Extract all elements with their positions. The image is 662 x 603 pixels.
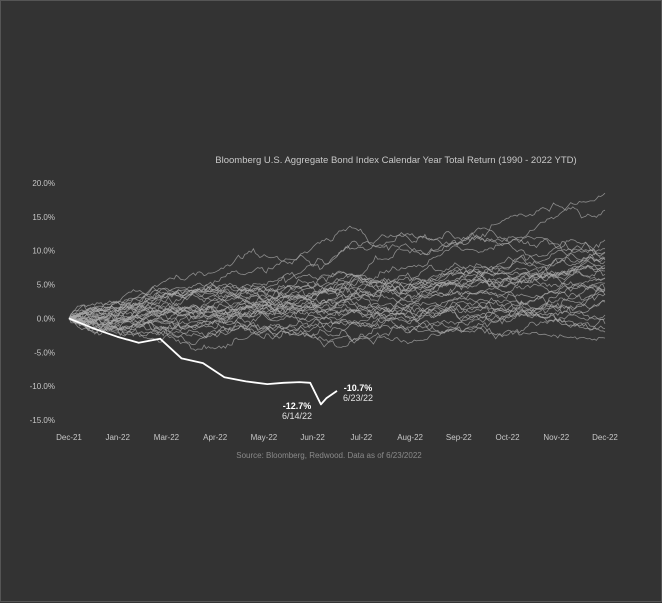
x-tick-label: Dec-21 [56,433,82,442]
x-tick-label: Nov-22 [543,433,569,442]
current-year-line [68,317,338,406]
y-tick-label: -10.0% [30,382,55,391]
y-tick-label: 10.0% [32,247,55,256]
x-tick-label: May-22 [251,433,278,442]
historical-year-line [68,290,606,336]
y-tick-label: -15.0% [30,416,55,425]
historical-year-line [68,256,606,334]
historical-year-line [68,245,606,321]
x-tick-label: Mar-22 [154,433,180,442]
source-note: Source: Bloomberg, Redwood. Data as of 6… [236,451,422,460]
annotation-low-value: -12.7% [283,401,312,411]
historical-year-line [68,298,606,337]
historical-year-line [68,299,606,330]
historical-year-line [68,310,606,343]
annotation-latest-date: 6/23/22 [343,393,373,403]
annotation-latest-value: -10.7% [344,383,373,393]
historical-year-line [68,285,606,325]
current-year-series [68,317,338,406]
x-tick-label: Jan-22 [105,433,130,442]
historical-year-line [68,309,606,339]
x-axis: Dec-21 Jan-22 Mar-22 Apr-22 May-22 Jun-22 Jul-… [56,433,618,442]
historical-year-line [68,227,606,319]
y-tick-label: 5.0% [37,281,55,290]
y-tick-label: -5.0% [34,348,55,357]
historical-year-line [68,260,606,319]
x-tick-label: Oct-22 [496,433,521,442]
x-tick-label: Apr-22 [203,433,228,442]
historical-year-line [68,284,606,333]
chart-title: Bloomberg U.S. Aggregate Bond Index Cale… [215,155,576,166]
historical-year-line [69,312,606,351]
historical-year-line [68,239,606,326]
y-tick-label: 0.0% [37,314,55,323]
historical-year-line [68,202,606,319]
historical-series [68,192,606,351]
y-tick-label: 15.0% [32,213,55,222]
x-tick-label: Jul-22 [350,433,372,442]
historical-year-line [68,192,606,321]
annotation-low-date: 6/14/22 [282,411,312,421]
x-tick-label: Jun-22 [300,433,325,442]
historical-year-line [68,254,606,319]
annotations: -12.7% 6/14/22 -10.7% 6/23/22 [282,383,373,421]
x-tick-label: Sep-22 [446,433,472,442]
y-tick-label: 20.0% [32,179,55,188]
historical-year-line [68,269,606,337]
historical-year-line [68,252,606,320]
y-axis: 20.0% 15.0% 10.0% 5.0% 0.0% -5.0% -10.0% -15.0% [30,179,55,425]
historical-year-line [68,283,606,343]
historical-year-line [68,306,606,346]
x-tick-label: Dec-22 [592,433,618,442]
historical-year-line [68,225,606,322]
x-tick-label: Aug-22 [397,433,423,442]
